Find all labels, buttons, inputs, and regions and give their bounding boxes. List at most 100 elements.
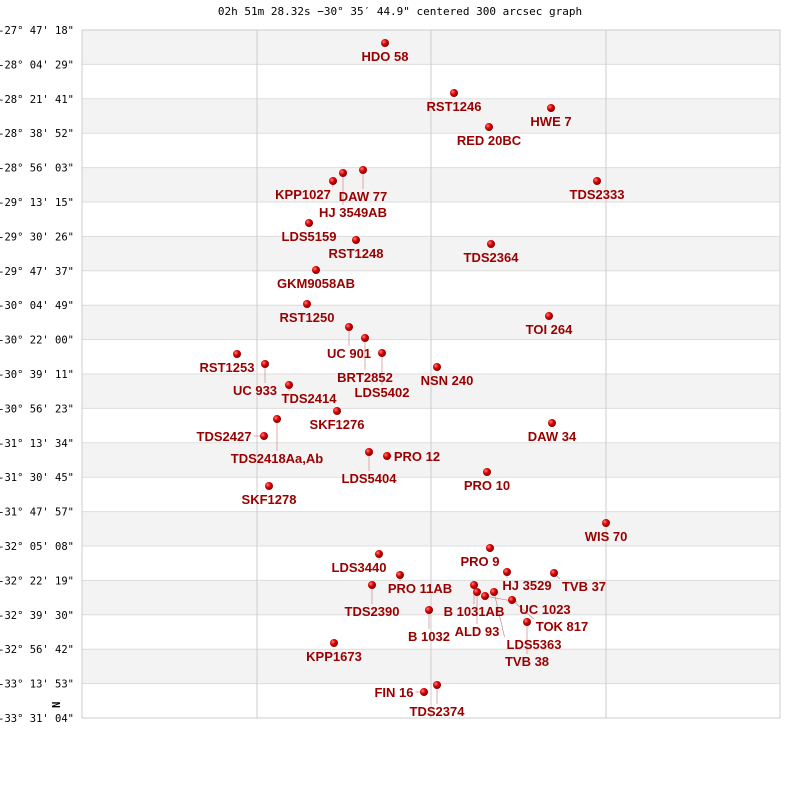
star-label: HJ 3529 [502, 578, 551, 593]
star-label: PRO 11AB [388, 581, 452, 596]
star-marker [333, 407, 341, 415]
star-marker [381, 39, 389, 47]
star-marker [330, 639, 338, 647]
y-tick-label: -30° 39' 11" [0, 369, 74, 381]
star-marker [602, 519, 610, 527]
star-label: KPP1027 [275, 187, 331, 202]
star-marker [383, 452, 391, 460]
star-marker [260, 432, 268, 440]
star-marker [273, 415, 281, 423]
star-marker [433, 363, 441, 371]
star-label: SKF1278 [242, 492, 297, 507]
chart-title: 02h 51m 28.32s −30° 35′ 44.9" centered 3… [217, 5, 583, 18]
star-marker [481, 592, 489, 600]
star-marker [312, 266, 320, 274]
star-marker [547, 104, 555, 112]
star-marker [485, 123, 493, 131]
star-marker [396, 571, 404, 579]
star-label: PRO 10 [464, 478, 510, 493]
star-label: FIN 16 [374, 685, 413, 700]
y-tick-label: -28° 56' 03" [0, 163, 74, 175]
star-label: TDS2333 [570, 187, 625, 202]
star-marker [375, 550, 383, 558]
star-label: UC 901 [327, 346, 371, 361]
y-tick-label: -32° 05' 08" [0, 541, 74, 553]
star-label: RST1250 [280, 310, 335, 325]
star-marker [420, 688, 428, 696]
star-marker [303, 300, 311, 308]
star-marker [486, 544, 494, 552]
star-marker [265, 482, 273, 490]
star-label: LDS5404 [342, 471, 398, 486]
y-tick-label: -30° 04' 49" [0, 300, 74, 312]
star-marker [352, 236, 360, 244]
star-label: HDO 58 [362, 49, 409, 64]
y-tick-label: -31° 30' 45" [0, 472, 74, 484]
y-tick-label: -32° 39' 30" [0, 610, 74, 622]
star-marker [470, 581, 478, 589]
y-tick-label: -31° 13' 34" [0, 438, 74, 450]
star-marker [425, 606, 433, 614]
y-tick-label: -29° 13' 15" [0, 197, 74, 209]
star-label: ALD 93 [455, 624, 500, 639]
y-tick-label: -28° 21' 41" [0, 94, 74, 106]
star-marker [550, 569, 558, 577]
label-leader-line [511, 599, 534, 620]
star-marker [483, 468, 491, 476]
star-marker [490, 588, 498, 596]
star-label: UC 1023 [519, 602, 570, 617]
star-label: LDS5159 [282, 229, 337, 244]
star-label: GKM9058AB [277, 276, 355, 291]
star-label: KPP1673 [306, 649, 362, 664]
star-label: TOI 264 [526, 322, 574, 337]
star-label: TDS2427 [197, 429, 252, 444]
star-label: WIS 70 [585, 529, 628, 544]
star-label: TDS2414 [282, 391, 338, 406]
star-marker [261, 360, 269, 368]
label-leader-line [493, 591, 505, 638]
star-marker [345, 323, 353, 331]
y-tick-label: -28° 04' 29" [0, 59, 74, 71]
y-tick-label: -27° 47' 18" [0, 25, 74, 37]
star-marker [450, 89, 458, 97]
star-label: HWE 7 [530, 114, 571, 129]
y-tick-label: -30° 56' 23" [0, 403, 74, 415]
y-tick-label: -32° 56' 42" [0, 644, 74, 656]
star-marker [285, 381, 293, 389]
star-label: RED 20BC [457, 133, 522, 148]
y-tick-label: -33° 13' 53" [0, 679, 74, 691]
north-marker: N [51, 702, 63, 708]
star-marker [378, 349, 386, 357]
y-tick-label: -33° 31' 04" [0, 713, 74, 725]
star-label: SKF1276 [310, 417, 365, 432]
star-label: RST1246 [427, 99, 482, 114]
star-label: TOK 817 [536, 619, 589, 634]
star-label: B 1032 [408, 629, 450, 644]
star-marker [368, 581, 376, 589]
star-label: TDS2418Aa,Ab [231, 451, 324, 466]
star-label: TDS2374 [410, 704, 466, 719]
star-marker [361, 334, 369, 342]
star-marker [545, 312, 553, 320]
star-label: TVB 37 [562, 579, 606, 594]
y-tick-label: -30° 22' 00" [0, 335, 74, 347]
star-label: DAW 34 [528, 429, 577, 444]
y-tick-label: -28° 38' 52" [0, 128, 74, 140]
star-marker [233, 350, 241, 358]
star-label: BRT2852 [337, 370, 393, 385]
star-marker [473, 588, 481, 596]
y-tick-label: -32° 22' 19" [0, 575, 74, 587]
star-label: B 1031AB [444, 604, 505, 619]
y-tick-label: -29° 30' 26" [0, 231, 74, 243]
plot-frame [81, 29, 781, 719]
star-label: RST1248 [329, 246, 384, 261]
star-label: TVB 38 [505, 654, 549, 669]
star-label: HJ 3549AB [319, 205, 387, 220]
star-marker [329, 177, 337, 185]
star-label: LDS5363 [507, 637, 562, 652]
star-label: PRO 12 [394, 449, 440, 464]
star-label: PRO 9 [460, 554, 499, 569]
star-marker [433, 681, 441, 689]
star-label: UC 933 [233, 383, 277, 398]
